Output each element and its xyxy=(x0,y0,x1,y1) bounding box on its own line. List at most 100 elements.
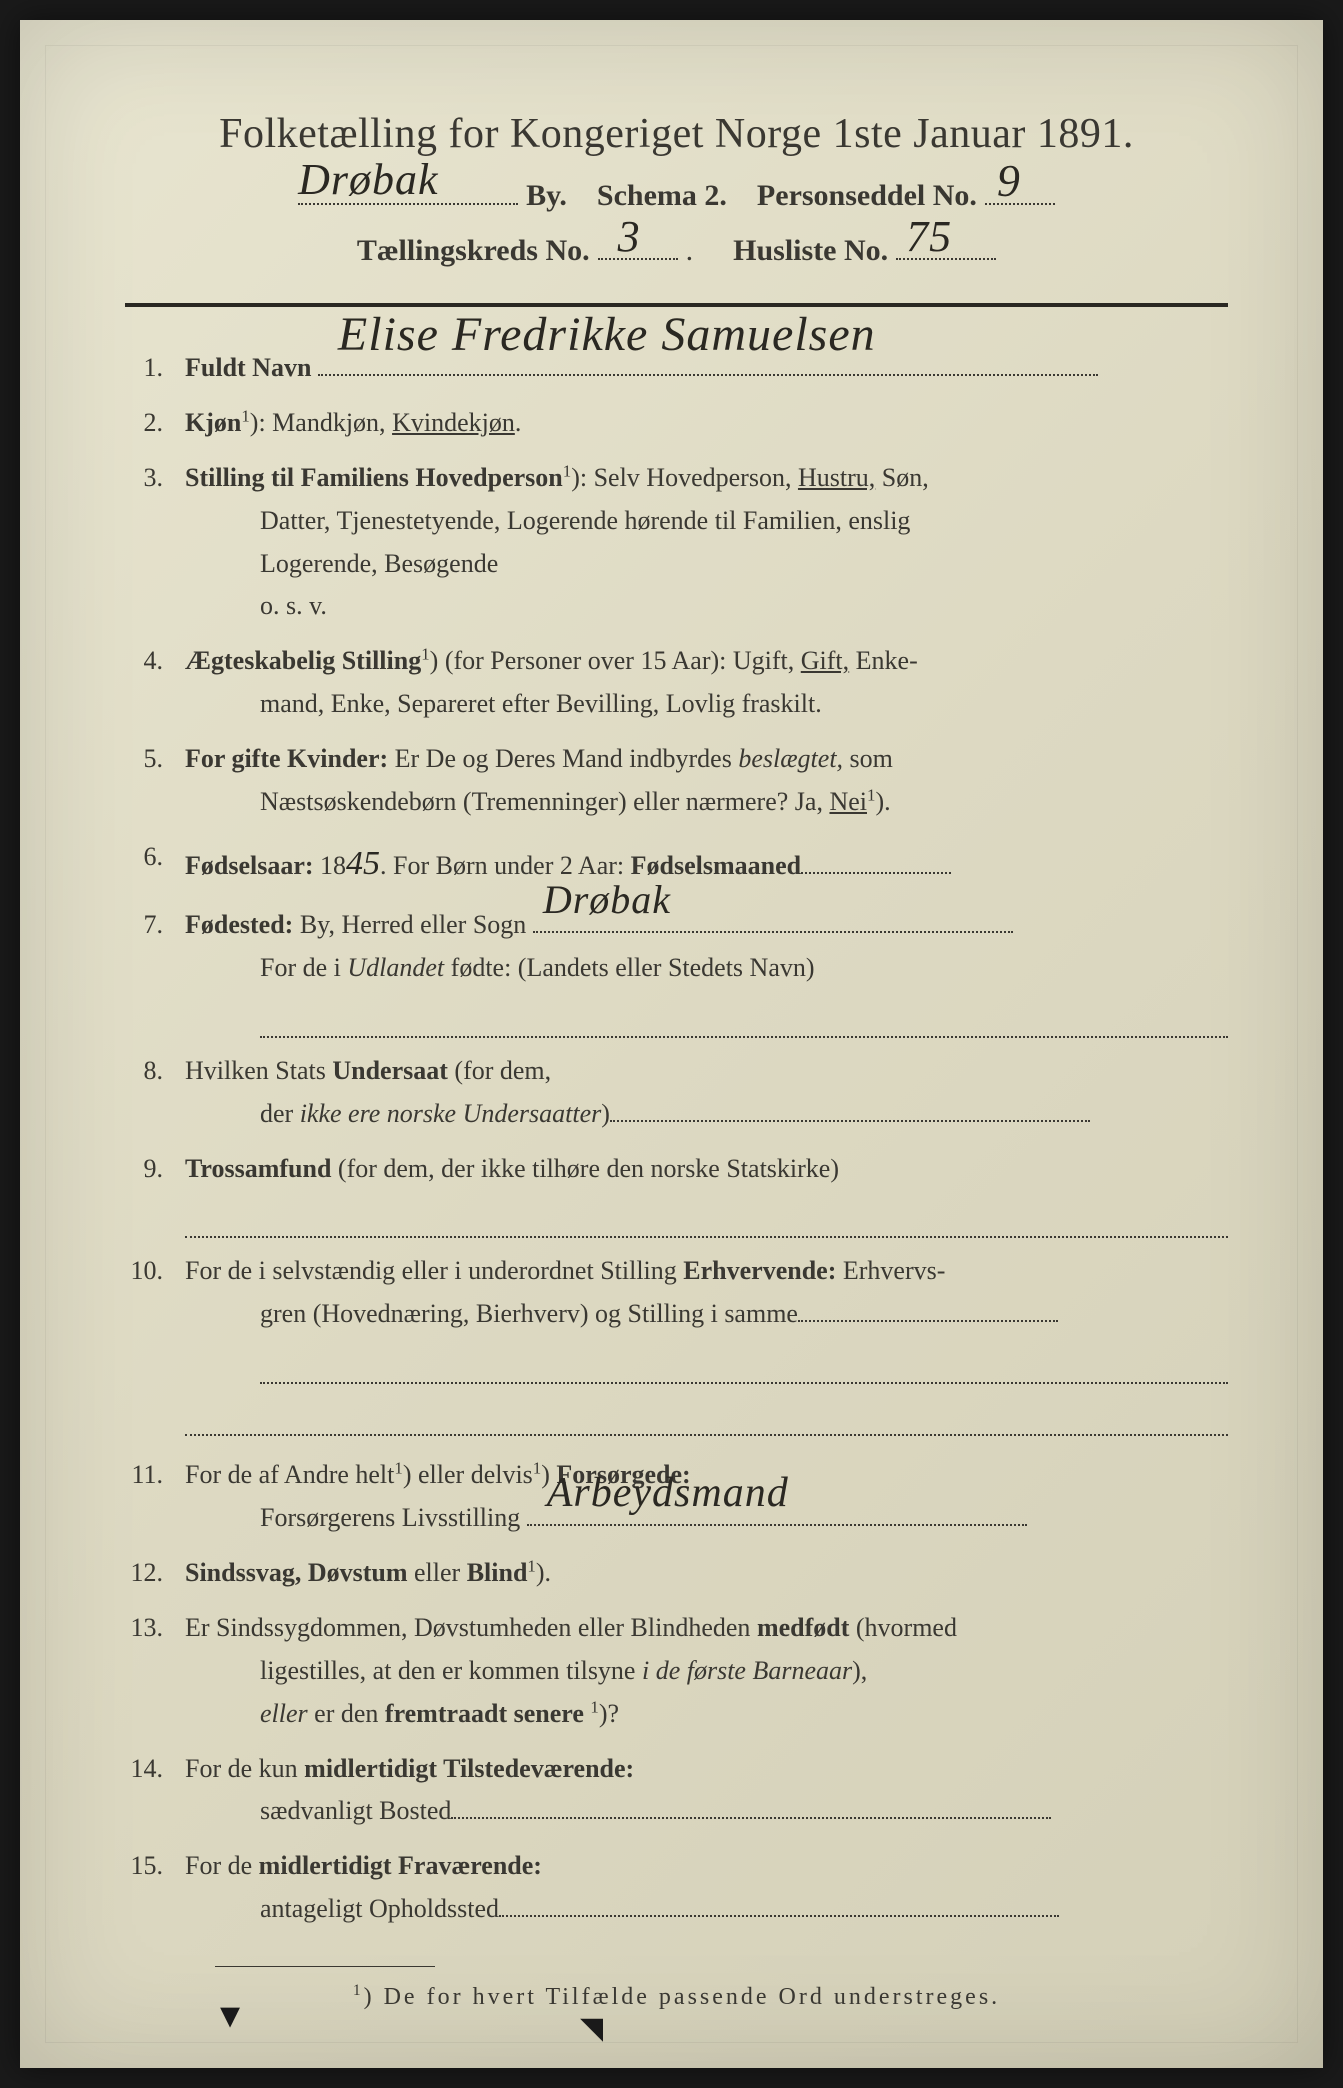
t: ). xyxy=(536,1558,551,1587)
provider-field: Arbeydsmand xyxy=(527,1524,1027,1526)
footnote: 1) De for hvert Tilfælde passende Ord un… xyxy=(125,1982,1228,2011)
sup: 1 xyxy=(241,406,249,425)
item-13-label3: fremtraadt senere xyxy=(385,1699,584,1728)
section-divider-dots xyxy=(185,1410,1228,1436)
year-handwritten: 45 xyxy=(346,845,380,882)
personseddel-field: 9 xyxy=(985,172,1055,205)
t: (for dem, der ikke tilhøre den norske St… xyxy=(331,1154,839,1183)
t: Erhvervs- xyxy=(836,1256,945,1285)
item-num: 1. xyxy=(125,347,185,390)
item-15: 15. For de midlertidigt Fraværende: anta… xyxy=(125,1845,1228,1931)
item-num: 15. xyxy=(125,1845,185,1888)
item-11: 11. For de af Andre helt1) eller delvis1… xyxy=(125,1454,1228,1540)
dotted-line xyxy=(260,1358,1228,1384)
t: ) eller delvis xyxy=(403,1460,533,1489)
item-2-underlined: Kvindekjøn xyxy=(392,408,515,437)
personseddel-label: Personseddel No. xyxy=(757,179,977,213)
subtitle-row-2: Tællingskreds No. 3 . Husliste No. 75 xyxy=(125,227,1228,268)
personseddel-no: 9 xyxy=(997,154,1021,207)
item-14-label: midlertidigt Tilstedeværende: xyxy=(304,1754,634,1783)
ink-mark-icon: ◥ xyxy=(580,2011,603,2046)
item-5-label: For gifte Kvinder: xyxy=(185,744,388,773)
t: Er De og Deres Mand indbyrdes xyxy=(388,744,738,773)
item-num: 2. xyxy=(125,402,185,445)
item-1: 1. Fuldt Navn Elise Fredrikke Samuelsen xyxy=(125,347,1228,390)
item-12-label2: Blind xyxy=(467,1558,528,1587)
it: beslægtet, xyxy=(738,744,843,773)
provider-handwritten: Arbeydsmand xyxy=(547,1459,789,1528)
t: ) xyxy=(601,1099,610,1128)
item-num: 14. xyxy=(125,1748,185,1791)
t: ). xyxy=(875,787,890,816)
item-2: 2. Kjøn1): Mandkjøn, Kvindekjøn. xyxy=(125,402,1228,445)
by-label: By. xyxy=(526,179,567,213)
item-2-text: ): Mandkjøn, xyxy=(250,408,392,437)
ink-mark-icon: ▾ xyxy=(220,1991,240,2038)
item-6-label: Fødselsaar: xyxy=(185,851,314,880)
item-num: 10. xyxy=(125,1250,185,1293)
item-1-label: Fuldt Navn xyxy=(185,353,311,382)
t: er den xyxy=(308,1699,385,1728)
husliste-no: 75 xyxy=(906,211,952,262)
tkreds-label: Tællingskreds No. xyxy=(357,234,590,268)
item-12: 12. Sindssvag, Døvstum eller Blind1). xyxy=(125,1552,1228,1595)
by-field: Drøbak xyxy=(298,172,518,205)
t: gren (Hovednæring, Bierhverv) og Stillin… xyxy=(260,1299,798,1328)
t: der xyxy=(260,1099,300,1128)
it: Udlandet xyxy=(347,953,444,982)
dotted-line xyxy=(798,1320,1058,1322)
item-num: 13. xyxy=(125,1607,185,1650)
item-4-line2: mand, Enke, Separeret efter Bevilling, L… xyxy=(185,683,1228,726)
t: som xyxy=(843,744,893,773)
name-field: Elise Fredrikke Samuelsen xyxy=(318,374,1098,376)
subtitle-row-1: Drøbak By. Schema 2. Personseddel No. 9 xyxy=(125,172,1228,213)
name-handwritten: Elise Fredrikke Samuelsen xyxy=(338,295,876,374)
item-num: 9. xyxy=(125,1148,185,1191)
item-4-label: Ægteskabelig Stilling xyxy=(185,646,421,675)
item-12-label: Sindssvag, Døvstum xyxy=(185,1558,408,1587)
dotted-line xyxy=(499,1915,1059,1917)
item-4: 4. Ægteskabelig Stilling1) (for Personer… xyxy=(125,640,1228,726)
item-num: 6. xyxy=(125,836,185,879)
by-handwritten: Drøbak xyxy=(298,154,438,205)
item-3-underlined: Hustru, xyxy=(798,463,875,492)
sup: 1 xyxy=(533,1459,541,1478)
t: Hvilken Stats xyxy=(185,1056,332,1085)
item-2-label: Kjøn xyxy=(185,408,241,437)
t: Forsørgerens Livsstilling xyxy=(260,1503,520,1532)
t: For de kun xyxy=(185,1754,304,1783)
item-3-line4: o. s. v. xyxy=(185,585,1228,628)
t: Enke- xyxy=(849,646,918,675)
item-num: 11. xyxy=(125,1454,185,1497)
sup: 1 xyxy=(527,1556,535,1575)
month-field xyxy=(801,872,951,874)
t: ), xyxy=(852,1656,867,1685)
footnote-sup: 1 xyxy=(353,1982,364,1999)
item-num: 7. xyxy=(125,904,185,947)
item-14: 14. For de kun midlertidigt Tilstedevære… xyxy=(125,1748,1228,1834)
item-3: 3. Stilling til Familiens Hovedperson1):… xyxy=(125,457,1228,629)
sup: 1 xyxy=(421,645,429,664)
sup: 1 xyxy=(590,1697,598,1716)
item-5: 5. For gifte Kvinder: Er De og Deres Man… xyxy=(125,738,1228,824)
item-num: 4. xyxy=(125,640,185,683)
t: For de xyxy=(185,1851,259,1880)
item-10-label: Erhvervende: xyxy=(683,1256,836,1285)
t: (hvormed xyxy=(849,1613,957,1642)
item-num: 8. xyxy=(125,1050,185,1093)
t: antageligt Opholdssted xyxy=(260,1894,499,1923)
tkreds-field: 3 xyxy=(598,227,678,260)
t: Søn, xyxy=(875,463,928,492)
form-header: Folketælling for Kongeriget Norge 1ste J… xyxy=(125,110,1228,268)
item-13: 13. Er Sindssygdommen, Døvstumheden elle… xyxy=(125,1607,1228,1736)
item-4-underlined: Gift, xyxy=(801,646,849,675)
item-8: 8. Hvilken Stats Undersaat (for dem, der… xyxy=(125,1050,1228,1136)
form-items: 1. Fuldt Navn Elise Fredrikke Samuelsen … xyxy=(125,347,1228,1931)
birthplace-field: Drøbak xyxy=(533,931,1013,933)
t: Næstsøskendebørn (Tremenninger) eller næ… xyxy=(260,787,829,816)
item-9-label: Trossamfund xyxy=(185,1154,331,1183)
item-3-label: Stilling til Familiens Hovedperson xyxy=(185,463,563,492)
husliste-field: 75 xyxy=(896,227,996,260)
item-5-underlined: Nei xyxy=(829,787,867,816)
t: fødte: (Landets eller Stedets Navn) xyxy=(444,953,814,982)
